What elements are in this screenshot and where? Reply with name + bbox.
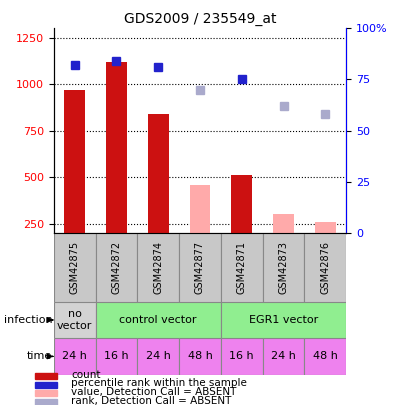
Text: rank, Detection Call = ABSENT: rank, Detection Call = ABSENT <box>71 396 232 405</box>
Bar <box>315 222 336 233</box>
Bar <box>273 214 294 233</box>
Bar <box>35 390 57 396</box>
Bar <box>304 233 346 302</box>
Bar <box>179 338 221 375</box>
Bar <box>263 233 304 302</box>
Bar <box>221 233 263 302</box>
Text: 48 h: 48 h <box>187 352 213 361</box>
Text: 16 h: 16 h <box>104 352 129 361</box>
Text: 24 h: 24 h <box>271 352 296 361</box>
Text: GSM42876: GSM42876 <box>320 241 330 294</box>
Bar <box>221 302 346 338</box>
Text: 24 h: 24 h <box>146 352 171 361</box>
Bar <box>231 175 252 233</box>
Bar <box>54 302 96 338</box>
Bar <box>263 338 304 375</box>
Text: 16 h: 16 h <box>230 352 254 361</box>
Bar <box>35 373 57 379</box>
Text: 48 h: 48 h <box>313 352 338 361</box>
Text: GSM42873: GSM42873 <box>279 241 289 294</box>
Bar <box>106 62 127 233</box>
Text: count: count <box>71 370 101 380</box>
Text: percentile rank within the sample: percentile rank within the sample <box>71 379 247 388</box>
Bar <box>35 399 57 405</box>
Text: GSM42874: GSM42874 <box>153 241 163 294</box>
Bar <box>304 338 346 375</box>
Bar <box>189 185 211 233</box>
Text: 24 h: 24 h <box>62 352 87 361</box>
Text: GSM42871: GSM42871 <box>237 241 247 294</box>
Text: control vector: control vector <box>119 315 197 325</box>
Text: EGR1 vector: EGR1 vector <box>249 315 318 325</box>
Text: GSM42872: GSM42872 <box>111 241 121 294</box>
Text: infection: infection <box>4 315 53 325</box>
Bar <box>54 233 96 302</box>
Bar <box>96 233 137 302</box>
Bar <box>54 338 96 375</box>
Bar <box>148 114 169 233</box>
Bar <box>137 338 179 375</box>
Text: GSM42877: GSM42877 <box>195 241 205 294</box>
Bar <box>179 233 221 302</box>
Text: time: time <box>27 352 53 361</box>
Text: no
vector: no vector <box>57 309 92 331</box>
Bar <box>35 382 57 388</box>
Text: GSM42875: GSM42875 <box>70 241 80 294</box>
Bar <box>96 302 221 338</box>
Bar <box>221 338 263 375</box>
Text: value, Detection Call = ABSENT: value, Detection Call = ABSENT <box>71 387 236 397</box>
Bar <box>137 233 179 302</box>
Title: GDS2009 / 235549_at: GDS2009 / 235549_at <box>124 12 276 26</box>
Bar <box>64 90 85 233</box>
Bar <box>96 338 137 375</box>
